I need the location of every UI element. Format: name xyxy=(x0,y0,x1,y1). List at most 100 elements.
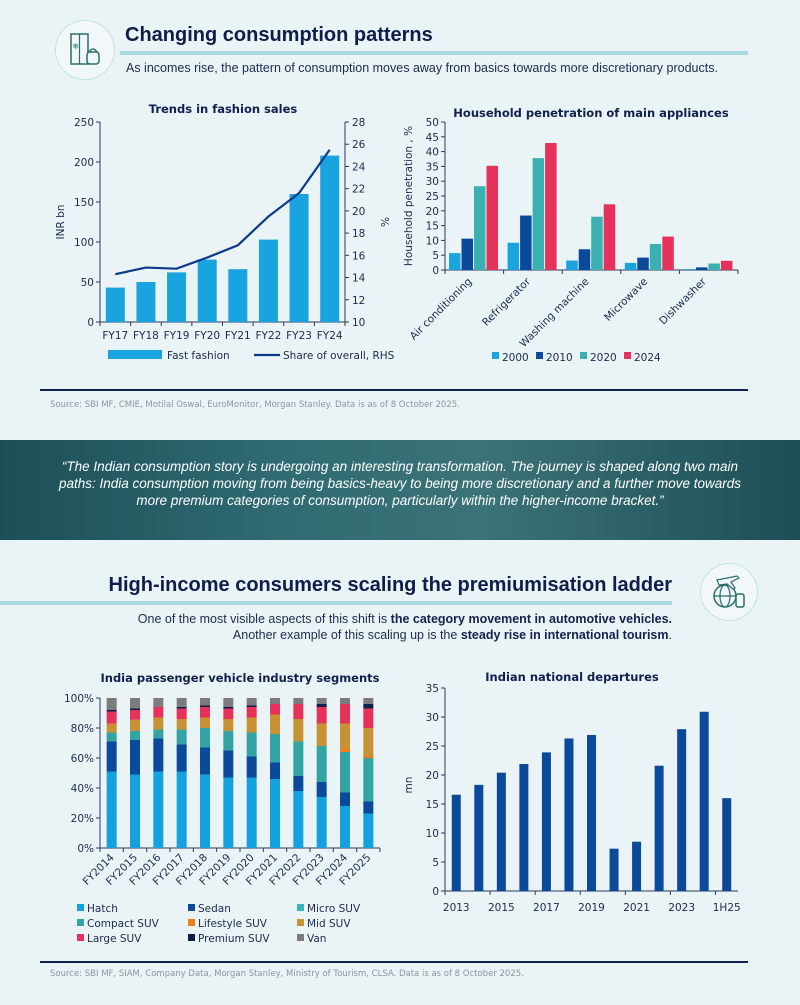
y-tick-label: 40% xyxy=(71,783,94,795)
bar-segment-van xyxy=(153,698,164,707)
bar-segment-hatch xyxy=(363,813,374,848)
bar-segment-van xyxy=(223,698,234,707)
line2-bold: steady rise in international tourism xyxy=(460,628,669,642)
bar-2014 xyxy=(474,784,484,891)
bar-segment-compact-suv xyxy=(200,728,210,748)
bar-2018 xyxy=(564,738,574,891)
bar-2000 xyxy=(683,269,695,270)
x-tick-label: Air conditioning xyxy=(408,276,475,343)
legend-swatch xyxy=(188,934,195,941)
bar-2000 xyxy=(449,253,461,270)
y-tick-label: 50 xyxy=(81,277,94,289)
y2-axis-label: % xyxy=(378,217,390,227)
x-tick-label: 2013 xyxy=(443,902,470,914)
section2-line2: Another example of this scaling up is th… xyxy=(233,628,672,642)
bar-segment-large-suv xyxy=(340,704,350,724)
bar-FY23 xyxy=(289,194,309,322)
bar-segment-hatch xyxy=(106,771,117,848)
y-tick-label: 20 xyxy=(426,770,439,782)
section2-divider xyxy=(40,961,748,963)
bar-segment-mid-suv xyxy=(246,717,257,733)
y-tick-label: 0 xyxy=(432,886,439,898)
y-axis-label: Household penetration , % xyxy=(403,126,415,266)
bar-segment-large-suv xyxy=(363,708,374,728)
y-tick-label: 25 xyxy=(426,191,439,203)
bar-2010 xyxy=(578,249,591,270)
bar-segment-large-suv xyxy=(106,711,117,724)
x-tick-label: FY17 xyxy=(102,330,128,342)
bar-2020 xyxy=(609,848,619,891)
bar-segment-hatch xyxy=(340,806,350,848)
bar-segment-mid-suv xyxy=(316,723,327,746)
y-tick-label: 24 xyxy=(352,161,366,173)
bar-segment-compact-suv xyxy=(316,746,327,782)
legend-swatch xyxy=(536,352,543,359)
legend-label: Sedan xyxy=(198,903,231,915)
bar-segment-sedan xyxy=(200,747,210,775)
bar-segment-van xyxy=(340,698,350,704)
y-tick-label: 26 xyxy=(352,139,366,151)
y-tick-label: 35 xyxy=(426,161,439,173)
bar-2015 xyxy=(496,772,506,891)
bar-segment-lifestyle-suv xyxy=(340,749,350,752)
bar-segment-large-suv xyxy=(130,710,140,720)
bar-segment-premium-suv xyxy=(200,705,210,707)
y-tick-label: 35 xyxy=(426,683,439,695)
bar-segment-mid-suv xyxy=(363,728,374,757)
vehicle-segments-chart: India passenger vehicle industry segment… xyxy=(64,671,381,945)
bar-segment-hatch xyxy=(223,777,234,848)
chart-title: Household penetration of main appliances xyxy=(453,106,729,120)
y-tick-label: 10 xyxy=(426,235,439,247)
section1-divider xyxy=(40,389,748,391)
legend-swatch xyxy=(77,919,84,926)
bar-FY19 xyxy=(167,272,187,322)
bar-2024 xyxy=(699,711,709,891)
x-tick-label: FY24 xyxy=(317,330,343,342)
fashion-sales-chart: Trends in fashion sales 0 50 100 150 200 250 10… xyxy=(55,102,395,362)
bar-segment-hatch xyxy=(153,771,164,848)
y-tick-label: 15 xyxy=(426,221,439,233)
x-tick-label: FY20 xyxy=(194,330,220,342)
x-tick-label: 2015 xyxy=(488,902,515,914)
bar-segment-lifestyle-suv xyxy=(363,756,374,758)
x-tick-label: Dishwasher xyxy=(657,275,709,327)
bar-segment-van xyxy=(363,698,374,704)
bar-segment-large-suv xyxy=(270,704,280,715)
legend-label: Large SUV xyxy=(87,933,142,945)
bar-segment-large-suv xyxy=(176,708,187,719)
bar-segment-van xyxy=(293,698,304,704)
line1-plain: One of the most visible aspects of this … xyxy=(137,612,391,626)
bar-segment-van xyxy=(316,698,327,704)
bar-segment-van xyxy=(176,698,187,707)
x-tick-label: FY18 xyxy=(133,330,159,342)
bar-segment-mid-suv xyxy=(340,723,350,749)
bar-segment-premium-suv xyxy=(363,704,374,709)
bar-segment-sedan xyxy=(316,782,327,797)
y-tick-label: 30 xyxy=(426,176,439,188)
legend-label: Micro SUV xyxy=(307,903,361,915)
x-tick-label: FY19 xyxy=(164,330,190,342)
bar-2000 xyxy=(507,242,520,270)
line2-end: . xyxy=(668,628,672,642)
x-tick-label: 2023 xyxy=(668,902,695,914)
bar-segment-van xyxy=(106,698,117,710)
bar-segment-large-suv xyxy=(223,708,234,719)
legend-swatch xyxy=(492,352,499,359)
bar-FY21 xyxy=(228,269,248,322)
legend-label: Lifestyle SUV xyxy=(198,918,268,930)
bar-segment-compact-suv xyxy=(340,752,350,793)
legend-label: Compact SUV xyxy=(87,918,160,930)
y-tick-label: 14 xyxy=(352,273,366,285)
bar-segment-premium-suv xyxy=(176,707,187,709)
x-tick-label: 2021 xyxy=(623,902,650,914)
bar-segment-compact-suv xyxy=(153,729,164,739)
y-tick-label: 100% xyxy=(64,693,94,705)
y-tick-label: 5 xyxy=(432,250,439,262)
legend-label: Share of overall, RHS xyxy=(283,350,395,362)
bar-FY22 xyxy=(258,239,278,322)
legend-swatch-fast-fashion xyxy=(108,350,162,359)
bar-2010 xyxy=(461,238,473,270)
bar-segment-sedan xyxy=(176,744,187,772)
y-tick-label: 18 xyxy=(352,228,365,240)
